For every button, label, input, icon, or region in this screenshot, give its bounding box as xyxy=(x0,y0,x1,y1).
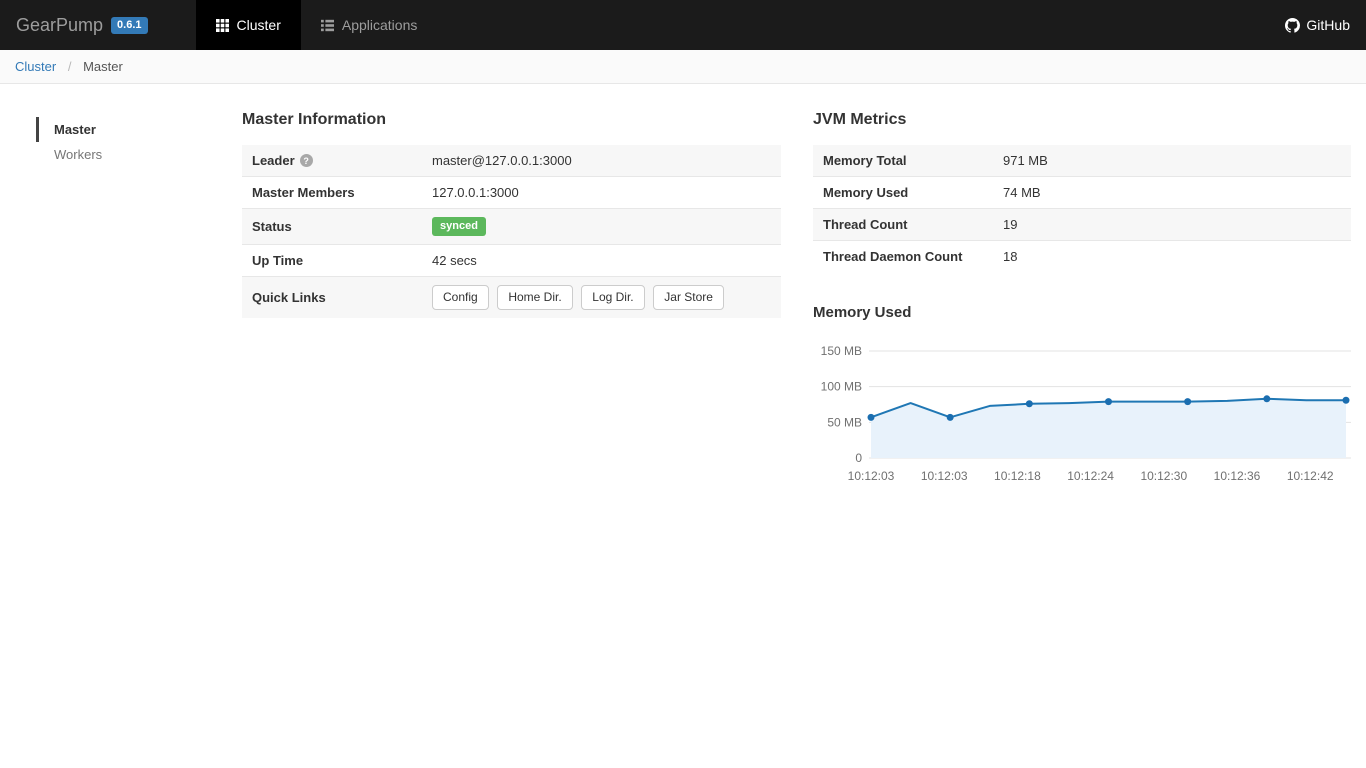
table-row-thread-count: Thread Count 19 xyxy=(813,208,1351,240)
memory-used-value: 74 MB xyxy=(1003,185,1041,200)
table-row-status: Status synced xyxy=(242,208,781,244)
master-members-value: 127.0.0.1:3000 xyxy=(432,185,519,200)
memory-total-label: Memory Total xyxy=(823,153,907,168)
jvm-metrics-title: JVM Metrics xyxy=(813,111,907,128)
svg-text:10:12:36: 10:12:36 xyxy=(1214,469,1261,483)
page-layout: Master Workers Master Information Leader… xyxy=(0,84,1366,493)
jvm-metrics-table: Memory Total 971 MB Memory Used 74 MB Th… xyxy=(813,145,1351,272)
master-information-table: Leader ? master@127.0.0.1:3000 Master Me… xyxy=(242,145,781,318)
table-row-up-time: Up Time 42 secs xyxy=(242,244,781,276)
breadcrumb-separator: / xyxy=(67,59,72,74)
master-information-title: Master Information xyxy=(242,111,387,128)
svg-text:100 MB: 100 MB xyxy=(821,380,862,394)
github-link[interactable]: GitHub xyxy=(1269,0,1366,50)
jvm-metrics-panel: JVM Metrics Memory Total 971 MB Memory U… xyxy=(813,111,1351,493)
table-row-thread-daemon-count: Thread Daemon Count 18 xyxy=(813,240,1351,272)
breadcrumb-cluster-link[interactable]: Cluster xyxy=(15,59,57,74)
help-icon[interactable]: ? xyxy=(299,154,313,167)
sidebar-item-master[interactable]: Master xyxy=(36,117,242,142)
github-icon xyxy=(1285,17,1301,33)
svg-text:10:12:03: 10:12:03 xyxy=(921,469,968,483)
svg-text:10:12:42: 10:12:42 xyxy=(1287,469,1334,483)
memory-used-chart: 150 MB 100 MB 50 MB 0 10:12:03 10:12:03 10:12:… xyxy=(821,344,1351,483)
brand-name: GearPump xyxy=(16,14,104,35)
svg-text:0: 0 xyxy=(855,451,862,465)
table-row-quick-links: Quick Links Config Home Dir. Log Dir. Ja… xyxy=(242,276,781,318)
version-badge: 0.6.1 xyxy=(111,16,148,34)
list-icon xyxy=(320,19,334,32)
memory-used-label: Memory Used xyxy=(823,185,909,200)
tab-cluster-label: Cluster xyxy=(236,17,281,33)
table-row-memory-total: Memory Total 971 MB xyxy=(813,145,1351,176)
sidebar-item-workers[interactable]: Workers xyxy=(54,147,103,162)
thread-count-value: 19 xyxy=(1003,217,1018,232)
master-information-panel: Master Information Leader ? master@127.0… xyxy=(242,111,781,493)
leader-label: Leader xyxy=(252,153,295,168)
memory-used-chart-title: Memory Used xyxy=(813,304,912,321)
thread-count-label: Thread Count xyxy=(823,217,908,232)
leader-value: master@127.0.0.1:3000 xyxy=(432,153,572,168)
memory-used-chart-section: Memory Used 150 MB 100 MB 50 MB 0 10:12:03 10… xyxy=(813,304,1351,493)
up-time-label: Up Time xyxy=(252,253,304,268)
svg-text:10:12:18: 10:12:18 xyxy=(994,469,1041,483)
table-row-memory-used: Memory Used 74 MB xyxy=(813,176,1351,208)
svg-text:10:12:24: 10:12:24 xyxy=(1067,469,1114,483)
svg-text:50 MB: 50 MB xyxy=(827,415,862,429)
breadcrumb-current: Master xyxy=(83,59,123,74)
up-time-value: 42 secs xyxy=(432,253,477,268)
sidebar: Master Workers xyxy=(0,111,242,493)
thread-daemon-count-label: Thread Daemon Count xyxy=(823,249,963,264)
svg-text:10:12:03: 10:12:03 xyxy=(848,469,895,483)
svg-text:10:12:30: 10:12:30 xyxy=(1140,469,1187,483)
thread-daemon-count-value: 18 xyxy=(1003,249,1018,264)
tab-applications-label: Applications xyxy=(341,17,418,33)
config-button[interactable]: Config xyxy=(432,285,489,310)
navbar: GearPump 0.6.1 Cluster Applications GitH… xyxy=(0,0,1366,50)
table-row-leader: Leader ? master@127.0.0.1:3000 xyxy=(242,145,781,176)
status-label: Status xyxy=(252,219,292,234)
quick-links-buttons: Config Home Dir. Log Dir. Jar Store xyxy=(432,285,724,310)
svg-text:150 MB: 150 MB xyxy=(821,344,862,358)
nav-right: GitHub xyxy=(1269,0,1366,50)
jar-store-button[interactable]: Jar Store xyxy=(653,285,724,310)
status-badge: synced xyxy=(432,217,486,236)
tab-cluster[interactable]: Cluster xyxy=(195,0,301,50)
quick-links-label: Quick Links xyxy=(252,289,326,305)
table-row-master-members: Master Members 127.0.0.1:3000 xyxy=(242,176,781,208)
memory-total-value: 971 MB xyxy=(1003,153,1048,168)
grid-icon xyxy=(215,18,229,32)
home-dir-button[interactable]: Home Dir. xyxy=(497,285,573,310)
github-label: GitHub xyxy=(1306,17,1350,33)
main-content: Master Information Leader ? master@127.0… xyxy=(242,111,1366,493)
master-members-label: Master Members xyxy=(252,185,355,200)
nav-tabs: Cluster Applications xyxy=(195,0,438,50)
brand-link[interactable]: GearPump 0.6.1 xyxy=(0,0,164,50)
tab-applications[interactable]: Applications xyxy=(301,0,438,50)
breadcrumb: Cluster / Master xyxy=(0,50,1366,84)
log-dir-button[interactable]: Log Dir. xyxy=(581,285,645,310)
